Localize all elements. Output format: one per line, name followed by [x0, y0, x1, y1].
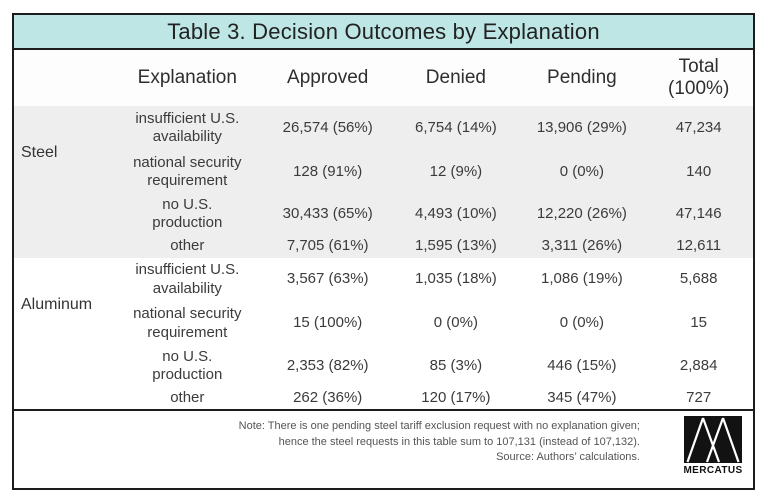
cell-approved: 262 (36%) [293, 388, 363, 406]
cell-pending: 13,906 (29%) [519, 106, 645, 150]
column-header-blank [14, 50, 112, 106]
cell-approved: 2,353 (82%) [286, 356, 369, 374]
table-row: national security requirement 15 (100%) … [14, 302, 753, 346]
table-row: no U.S. production 2,353 (82%) 85 (3%) 4… [14, 346, 753, 387]
cell-pending: 12,220 (26%) [519, 194, 645, 235]
note-line-3: Source: Authors’ calculations. [496, 450, 640, 463]
cell-explanation: insufficient U.S. availability [135, 261, 240, 297]
table-row: national security requirement 128 (91%) … [14, 150, 753, 194]
cell-approved: 15 (100%) [293, 314, 363, 332]
column-header-total: Total (100%) [644, 50, 753, 106]
cell-pending: 446 (15%) [547, 356, 617, 374]
header-row: Explanation Approved Denied Pending Tota… [14, 50, 753, 106]
cell-total: 5,688 [679, 270, 718, 288]
cell-denied: 1,035 (18%) [415, 270, 497, 288]
aluminum-group: Aluminum insufficient U.S. availability … [14, 258, 753, 410]
cell-approved: 30,433 (65%) [263, 194, 393, 235]
cell-denied: 85 (3%) [429, 356, 483, 374]
cell-denied: 1,595 (13%) [392, 234, 520, 258]
mercatus-logo-text: MERCATUS [683, 465, 743, 477]
cell-denied: 4,493 (10%) [392, 194, 520, 235]
table-note: Note: There is one pending steel tariff … [239, 419, 640, 465]
note-line-2: hence the steel requests in this table s… [278, 435, 640, 448]
cell-approved: 7,705 (61%) [263, 234, 393, 258]
cell-approved: 128 (91%) [263, 150, 393, 194]
cell-pending: 3,311 (26%) [519, 234, 645, 258]
cell-explanation: national security requirement [133, 305, 242, 341]
cell-total: 47,234 [644, 106, 753, 150]
table-row: no U.S. production 30,433 (65%) 4,493 (1… [14, 194, 753, 235]
cell-explanation: other [170, 388, 205, 406]
table-row: other 262 (36%) 120 (17%) 345 (47%) 727 [14, 386, 753, 409]
cell-pending: 0 (0%) [519, 150, 645, 194]
cell-denied: 0 (0%) [433, 314, 478, 332]
column-header-approved: Approved [263, 50, 393, 106]
column-header-pending: Pending [519, 50, 645, 106]
cell-explanation: no U.S. production [111, 194, 264, 235]
cell-pending: 0 (0%) [559, 314, 604, 332]
cell-explanation: national security requirement [111, 150, 264, 194]
cell-denied: 6,754 (14%) [392, 106, 520, 150]
table-figure: Table 3. Decision Outcomes by Explanatio… [12, 13, 755, 490]
cell-explanation: no U.S. production [152, 347, 223, 383]
cell-denied: 120 (17%) [421, 388, 491, 406]
table-row: Steel insufficient U.S. availability 26,… [14, 106, 753, 258]
note-line-1: Note: There is one pending steel tariff … [238, 420, 640, 433]
cell-pending: 1,086 (19%) [541, 270, 623, 288]
mercatus-logo-icon [684, 416, 742, 464]
note-area: Note: There is one pending steel tariff … [14, 409, 753, 488]
cell-explanation: insufficient U.S. availability [111, 106, 264, 150]
table-row: other 7,705 (61%) 1,595 (13%) 3,311 (26%… [14, 234, 753, 258]
cell-explanation: other [111, 234, 264, 258]
cell-total: 2,884 [679, 356, 718, 374]
group-label-aluminum: Aluminum [21, 295, 93, 313]
mercatus-logo: MERCATUS [681, 416, 745, 476]
table-title-bar: Table 3. Decision Outcomes by Explanatio… [14, 15, 753, 50]
column-header-denied: Denied [392, 50, 520, 106]
cell-total: 140 [644, 150, 753, 194]
cell-total: 12,611 [644, 234, 753, 258]
group-label-steel: Steel [14, 106, 112, 258]
column-header-explanation: Explanation [111, 50, 264, 106]
cell-denied: 12 (9%) [392, 150, 520, 194]
steel-group: Steel insufficient U.S. availability 26,… [14, 106, 753, 258]
cell-total: 15 [690, 314, 707, 332]
cell-total: 47,146 [644, 194, 753, 235]
decision-outcomes-table: Explanation Approved Denied Pending Tota… [14, 50, 753, 409]
cell-approved: 26,574 (56%) [263, 106, 393, 150]
table-title: Table 3. Decision Outcomes by Explanatio… [167, 18, 600, 44]
table-row: Aluminum insufficient U.S. availability … [14, 258, 753, 312]
cell-total: 727 [686, 388, 712, 406]
cell-pending: 345 (47%) [547, 388, 617, 406]
cell-approved: 3,567 (63%) [286, 270, 369, 288]
